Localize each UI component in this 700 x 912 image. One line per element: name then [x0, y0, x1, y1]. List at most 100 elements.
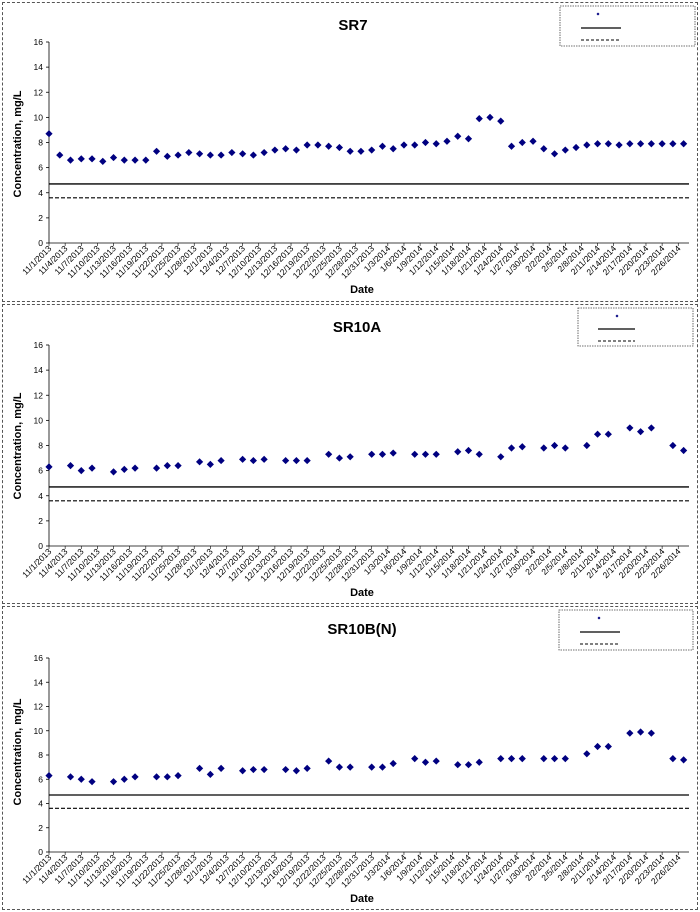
data-point: [357, 147, 365, 155]
chart-legend: [559, 5, 696, 47]
data-point: [636, 140, 645, 148]
y-tick-label: 8: [38, 750, 43, 760]
data-point: [421, 450, 430, 458]
data-point: [421, 138, 430, 147]
data-point: [335, 143, 344, 152]
data-point: [626, 729, 634, 737]
data-point: [120, 156, 128, 164]
data-point: [217, 456, 225, 465]
data-point: [163, 773, 171, 781]
data-point: [529, 137, 537, 145]
x-axis-title: Date: [350, 587, 374, 599]
chart-panel-sr10bn: SR10B(N) Concentration, mg/L Date 0 2 4 6 8 1…: [2, 606, 698, 910]
data-point: [421, 758, 430, 766]
data-point: [550, 441, 559, 450]
data-point: [325, 142, 333, 150]
y-tick-label: 14: [34, 677, 44, 687]
data-point: [249, 151, 257, 159]
y-tick-label: 6: [38, 774, 43, 784]
data-point: [464, 761, 473, 769]
y-tick-label: 2: [38, 516, 43, 526]
y-axis-title: Concentration, mg/L: [12, 698, 24, 805]
data-point: [475, 450, 483, 458]
data-point: [346, 763, 354, 771]
data-point: [120, 775, 128, 783]
y-tick-label: 12: [34, 702, 44, 712]
data-point: [163, 462, 171, 470]
data-point: [77, 155, 85, 163]
data-point: [636, 428, 645, 436]
data-point: [249, 456, 257, 465]
data-point: [647, 140, 655, 148]
data-point: [593, 140, 602, 148]
data-point: [303, 141, 311, 149]
data-point: [475, 115, 483, 123]
data-point: [195, 150, 204, 158]
data-point: [152, 464, 161, 472]
y-axis-title: Concentration, mg/L: [12, 392, 24, 499]
data-point: [195, 764, 204, 772]
data-point: [271, 146, 279, 154]
data-point: [411, 755, 419, 763]
data-point: [572, 143, 580, 152]
data-point: [99, 157, 107, 165]
data-point: [400, 141, 408, 149]
data-point: [314, 141, 322, 149]
plot-area: 024681012141611/1/201311/4/201311/7/2013…: [20, 340, 689, 583]
y-tick-label: 12: [34, 390, 44, 400]
data-point: [658, 140, 666, 148]
data-point: [604, 430, 612, 438]
data-point: [131, 464, 139, 472]
data-point: [647, 424, 655, 432]
data-point: [389, 449, 397, 457]
x-axis-title: Date: [350, 284, 374, 296]
data-point: [77, 775, 85, 783]
data-point: [432, 450, 440, 458]
data-point: [325, 450, 333, 458]
legend-marker: [596, 12, 600, 16]
chart-title: SR10A: [333, 319, 382, 336]
data-point: [292, 146, 300, 154]
plot-area: 024681012141611/1/201311/4/201311/7/2013…: [20, 653, 689, 889]
data-point: [163, 152, 171, 160]
y-tick-label: 14: [34, 62, 44, 72]
data-point: [217, 764, 225, 772]
data-point: [120, 465, 128, 473]
data-point: [669, 140, 677, 148]
data-point: [88, 155, 96, 163]
data-point: [454, 132, 462, 140]
data-point: [206, 460, 214, 468]
data-point: [518, 443, 526, 451]
data-point: [615, 141, 623, 149]
y-tick-label: 14: [34, 365, 44, 375]
data-point: [486, 113, 494, 121]
data-point: [292, 456, 300, 465]
data-point: [109, 153, 118, 162]
y-tick-label: 2: [38, 823, 43, 833]
data-point: [497, 453, 505, 461]
data-point: [174, 462, 182, 470]
data-point: [497, 117, 505, 125]
y-tick-label: 0: [38, 847, 43, 857]
data-point: [561, 444, 569, 452]
data-point: [507, 755, 516, 763]
data-point: [45, 463, 53, 471]
legend-marker: [615, 314, 619, 318]
data-point: [669, 441, 677, 450]
data-point: [368, 450, 376, 458]
data-point: [518, 755, 526, 763]
y-tick-label: 10: [34, 112, 44, 122]
data-point: [66, 156, 75, 164]
data-point: [443, 137, 451, 145]
data-point: [680, 446, 688, 455]
data-point: [131, 156, 139, 164]
data-point: [604, 140, 612, 148]
data-point: [346, 147, 354, 155]
data-point: [88, 464, 96, 472]
data-point: [669, 755, 677, 763]
data-point: [282, 456, 290, 465]
data-point: [131, 773, 139, 781]
data-point: [303, 764, 311, 772]
data-point: [583, 141, 591, 149]
data-point: [432, 757, 440, 765]
